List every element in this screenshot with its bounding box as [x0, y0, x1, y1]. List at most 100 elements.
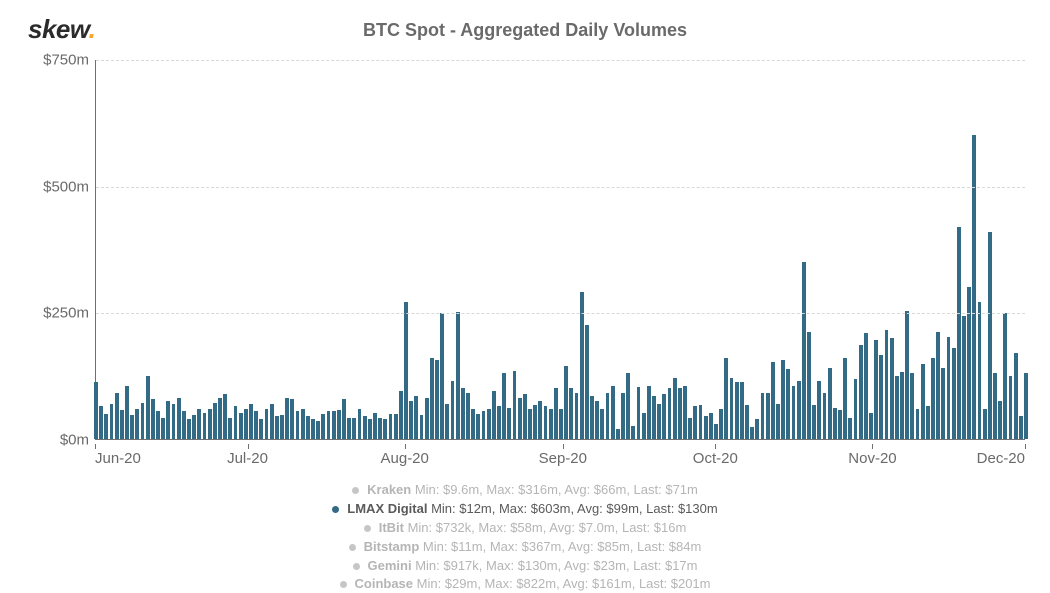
- bar: [869, 413, 873, 439]
- bar: [833, 408, 837, 439]
- bar: [337, 410, 341, 439]
- bar: [859, 345, 863, 439]
- legend-text: Coinbase Min: $29m, Max: $822m, Avg: $16…: [355, 576, 711, 593]
- legend-item[interactable]: LMAX Digital Min: $12m, Max: $603m, Avg:…: [332, 501, 717, 518]
- legend-bullet-icon: [364, 525, 371, 532]
- x-tick-label: Sep-20: [539, 450, 587, 467]
- bar: [792, 386, 796, 439]
- bar: [342, 399, 346, 439]
- legend-item[interactable]: Coinbase Min: $29m, Max: $822m, Avg: $16…: [340, 576, 711, 593]
- x-tick-mark: [248, 444, 249, 449]
- bar: [637, 387, 641, 439]
- bar: [678, 388, 682, 439]
- bar: [988, 232, 992, 439]
- bar: [662, 394, 666, 439]
- legend-text: ItBit Min: $732k, Max: $58m, Avg: $7.0m,…: [379, 520, 687, 537]
- bar: [967, 287, 971, 439]
- bar: [848, 418, 852, 439]
- bar: [177, 398, 181, 439]
- bar: [900, 372, 904, 439]
- bar: [714, 424, 718, 439]
- bar: [135, 409, 139, 439]
- bar: [471, 409, 475, 439]
- bar: [771, 362, 775, 439]
- bar: [668, 388, 672, 439]
- legend-stats: Min: $9.6m, Max: $316m, Avg: $66m, Last:…: [415, 482, 698, 497]
- bar: [983, 409, 987, 439]
- x-tick-label: Aug-20: [381, 450, 429, 467]
- legend-bullet-icon: [340, 581, 347, 588]
- bar: [228, 418, 232, 439]
- bar: [683, 386, 687, 439]
- chart-plot-area: [95, 60, 1025, 440]
- bar: [110, 404, 114, 439]
- legend-bullet-icon: [332, 506, 339, 513]
- bar: [740, 382, 744, 439]
- bar: [270, 404, 274, 439]
- bar: [755, 419, 759, 439]
- bar: [1019, 416, 1023, 439]
- bar: [425, 398, 429, 439]
- bar: [730, 378, 734, 439]
- legend-item[interactable]: Bitstamp Min: $11m, Max: $367m, Avg: $85…: [349, 539, 702, 556]
- bar: [564, 366, 568, 439]
- bar: [626, 373, 630, 439]
- legend-item[interactable]: Kraken Min: $9.6m, Max: $316m, Avg: $66m…: [352, 482, 698, 499]
- bar: [156, 411, 160, 439]
- bar: [445, 404, 449, 439]
- gridline: [96, 60, 1025, 61]
- bar: [358, 409, 362, 439]
- bar: [828, 368, 832, 439]
- bar: [409, 401, 413, 439]
- bar: [456, 312, 460, 439]
- legend-stats: Min: $11m, Max: $367m, Avg: $85m, Last: …: [423, 539, 701, 554]
- legend-item[interactable]: ItBit Min: $732k, Max: $58m, Avg: $7.0m,…: [364, 520, 687, 537]
- bar: [430, 358, 434, 439]
- bar: [559, 409, 563, 439]
- bar: [383, 419, 387, 439]
- bar: [905, 311, 909, 439]
- bar: [817, 381, 821, 439]
- x-tick-mark: [405, 444, 406, 449]
- bar: [647, 386, 651, 439]
- x-tick-mark: [715, 444, 716, 449]
- legend-stats: Min: $732k, Max: $58m, Avg: $7.0m, Last:…: [408, 520, 687, 535]
- bar: [218, 398, 222, 439]
- legend-text: Gemini Min: $917k, Max: $130m, Avg: $23m…: [368, 558, 698, 575]
- bar: [482, 411, 486, 439]
- legend-name: Bitstamp: [364, 539, 423, 554]
- bar: [735, 382, 739, 439]
- bar: [296, 411, 300, 439]
- bar: [606, 393, 610, 439]
- x-tick-label: Dec-20: [977, 450, 1025, 467]
- bar: [947, 337, 951, 439]
- gridline: [96, 313, 1025, 314]
- bar: [1024, 373, 1028, 439]
- legend-name: ItBit: [379, 520, 408, 535]
- bar: [249, 404, 253, 439]
- bar: [699, 405, 703, 439]
- bar: [797, 381, 801, 439]
- bar: [724, 358, 728, 439]
- bar: [332, 411, 336, 439]
- bar: [399, 391, 403, 439]
- bar: [223, 394, 227, 439]
- bar: [704, 416, 708, 439]
- bar: [208, 409, 212, 439]
- bar: [952, 348, 956, 439]
- bar: [688, 418, 692, 439]
- bar: [885, 330, 889, 439]
- bar: [786, 369, 790, 439]
- bar: [600, 409, 604, 439]
- bar: [285, 398, 289, 439]
- bar: [652, 396, 656, 439]
- bar: [394, 414, 398, 439]
- bar: [941, 368, 945, 439]
- bar: [1009, 376, 1013, 439]
- x-tick-label: Nov-20: [848, 450, 896, 467]
- bar: [998, 401, 1002, 439]
- bar: [265, 409, 269, 439]
- bar: [843, 358, 847, 439]
- bar: [141, 403, 145, 439]
- legend-item[interactable]: Gemini Min: $917k, Max: $130m, Avg: $23m…: [353, 558, 698, 575]
